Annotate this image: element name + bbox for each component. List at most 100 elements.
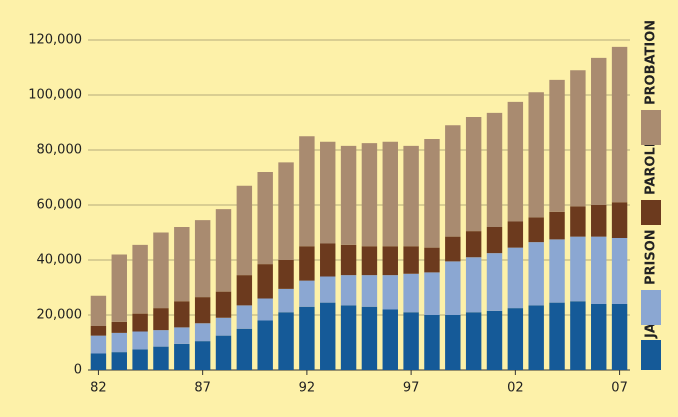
bar-segment (507, 101, 524, 222)
y-tick-label: 60,000 (37, 198, 83, 213)
y-tick-label: 20,000 (37, 308, 83, 323)
bar-segment (257, 298, 273, 321)
bar-segment (90, 353, 107, 370)
bar-segment (403, 246, 419, 274)
bar-segment (445, 261, 461, 315)
bar-segment (424, 139, 440, 248)
bar-segment (570, 206, 586, 237)
bar-segment (424, 315, 440, 370)
bar-segment (299, 280, 315, 307)
bar-segment (194, 297, 211, 324)
bar-segment (299, 136, 315, 247)
bar-segment (528, 242, 544, 306)
bar-segment (174, 227, 190, 302)
bar-segment (278, 312, 294, 370)
bar-segment (361, 275, 378, 307)
bar-segment (549, 79, 565, 212)
bar-segment (194, 323, 211, 342)
bar-segment (215, 335, 232, 370)
legend-swatch (641, 290, 661, 325)
bar-segment (507, 308, 524, 370)
bar-segment (591, 205, 607, 237)
bar-segment (382, 275, 398, 310)
bar-segment (486, 227, 503, 254)
bar-segment (299, 246, 315, 281)
bar-segment (257, 320, 273, 370)
bar-segment (257, 264, 273, 299)
bar-segment (507, 247, 524, 309)
legend-swatch (641, 340, 661, 370)
bar-segment (215, 291, 232, 318)
bar-segment (132, 244, 148, 314)
bar-segment (528, 217, 544, 243)
bar-segment (611, 202, 628, 238)
bar-segment (174, 327, 190, 344)
bar-segment (570, 70, 586, 207)
bar-segment (153, 330, 169, 347)
legend-swatch (641, 200, 661, 225)
x-tick-label: 92 (299, 381, 316, 396)
bar-segment (445, 315, 461, 370)
legend-swatch (641, 110, 661, 145)
bar-segment (320, 302, 336, 370)
bar-segment (465, 231, 482, 258)
bar-segment (132, 331, 148, 350)
bar-segment (549, 239, 565, 303)
bar-segment (215, 209, 232, 292)
bar-segment (111, 321, 127, 333)
bar-segment (278, 162, 294, 260)
y-tick-label: 40,000 (37, 253, 83, 268)
bar-segment (278, 288, 294, 313)
bar-segment (591, 236, 607, 304)
bar-segment (132, 349, 148, 370)
bar-segment (111, 332, 127, 353)
legend-label: PAROLE (644, 138, 659, 195)
bar-segment (153, 232, 169, 309)
bar-segment (611, 46, 628, 203)
bar-segment (361, 246, 378, 276)
bar-segment (174, 343, 190, 370)
bar-segment (320, 243, 336, 277)
bar-segment (611, 238, 628, 304)
x-tick-label: 07 (611, 381, 628, 396)
bar-segment (465, 257, 482, 313)
bar-segment (507, 221, 524, 248)
bar-segment (90, 295, 107, 326)
bar-segment (320, 276, 336, 303)
bar-segment (361, 143, 378, 247)
x-tick-label: 97 (403, 381, 420, 396)
bar-segment (486, 253, 503, 311)
bar-segment (549, 211, 565, 240)
bar-segment (424, 247, 440, 273)
y-tick-label: 120,000 (28, 33, 82, 48)
bar-segment (340, 145, 357, 245)
bar-segment (215, 317, 232, 336)
bar-segment (236, 328, 253, 370)
bar-segment (111, 254, 127, 322)
bar-segment (257, 172, 273, 265)
bar-segment (445, 236, 461, 262)
bar-segment (591, 57, 607, 205)
bar-segment (570, 301, 586, 370)
bar-segment (111, 352, 127, 370)
bar-segment (340, 275, 357, 306)
bar-segment (236, 305, 253, 329)
bar-segment (528, 92, 544, 218)
bar-segment (528, 305, 544, 370)
legend-label: PROBATION (644, 20, 659, 105)
bar-segment (153, 346, 169, 370)
bar-segment (174, 301, 190, 328)
bar-segment (236, 185, 253, 276)
bar-segment (320, 141, 336, 244)
legend-label: PRISON (644, 229, 659, 285)
bar-segment (403, 312, 419, 370)
y-tick-label: 100,000 (28, 88, 82, 103)
bar-segment (591, 304, 607, 370)
bar-segment (486, 310, 503, 370)
bar-segment (90, 335, 107, 354)
bar-segment (424, 272, 440, 315)
bar-segment (361, 306, 378, 370)
bar-segment (486, 112, 503, 227)
bar-segment (549, 302, 565, 370)
